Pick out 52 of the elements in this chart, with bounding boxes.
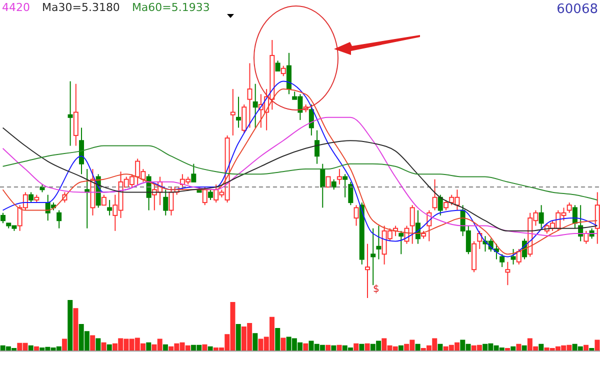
bar [101, 342, 106, 351]
candlestick [370, 228, 376, 286]
text: Ma60=5.1933 [132, 1, 210, 14]
bar [68, 300, 73, 351]
bar [236, 324, 241, 351]
bar [538, 344, 544, 351]
bar [162, 344, 168, 351]
candlestick [538, 204, 544, 229]
bar [202, 344, 208, 351]
annotation: $ [373, 284, 380, 295]
text: 60068 [556, 2, 598, 17]
bar [208, 346, 213, 351]
bar [28, 345, 34, 351]
bar [516, 344, 522, 351]
bar [275, 328, 280, 351]
bar [354, 343, 359, 351]
text: Ma30=5.3180 [42, 1, 120, 14]
bar [415, 344, 420, 351]
bar [34, 346, 39, 351]
bar [62, 338, 68, 351]
candlestick [376, 225, 382, 260]
candlestick [73, 83, 78, 146]
bar [398, 345, 404, 351]
candlestick [230, 88, 236, 136]
candlestick [432, 178, 438, 211]
text: 4420 [2, 1, 30, 14]
bar [96, 338, 101, 351]
bar [364, 343, 370, 351]
candlestick [252, 83, 258, 128]
bar [73, 308, 78, 351]
candlestick [505, 261, 510, 286]
bar [438, 344, 443, 351]
bar [106, 344, 112, 351]
bar [90, 335, 96, 351]
bar [594, 340, 600, 351]
bar [252, 333, 258, 351]
bar [584, 344, 589, 351]
bar [359, 344, 364, 351]
candlestick [247, 62, 252, 128]
bar [336, 344, 342, 351]
candlestick [79, 127, 84, 175]
candlestick [236, 96, 242, 128]
bar [510, 346, 516, 351]
candlestick [68, 80, 73, 146]
bar [522, 345, 527, 351]
bar [303, 343, 308, 351]
bar [280, 338, 286, 351]
candlestick [364, 243, 370, 298]
bar [146, 342, 152, 351]
bar [331, 345, 336, 351]
candlestick [314, 130, 320, 164]
bar [326, 344, 331, 351]
